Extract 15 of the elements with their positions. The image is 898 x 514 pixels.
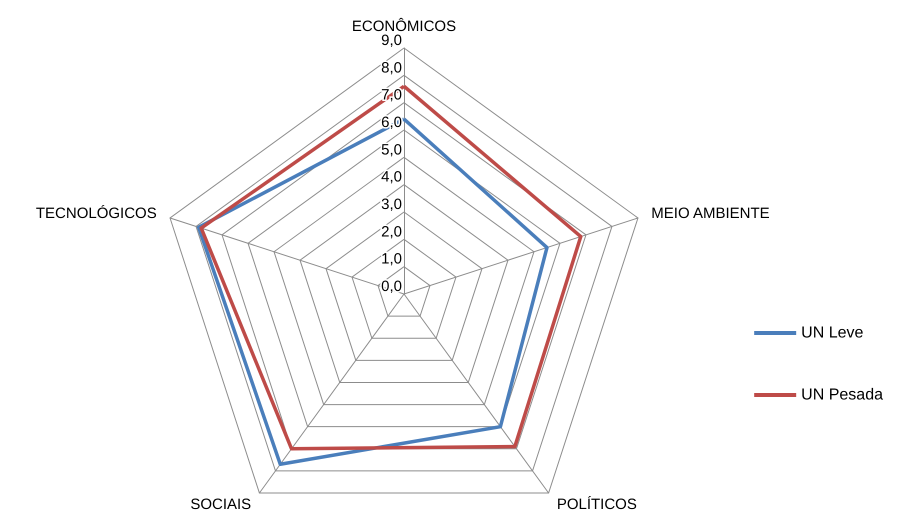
legend-label: UN Leve — [801, 324, 864, 342]
y-tick-label: 0,0 — [381, 278, 402, 295]
spoke-label: POLÍTICOS — [556, 494, 637, 513]
y-tick-label: 4,0 — [381, 168, 402, 186]
y-tick-label: 3,0 — [381, 196, 402, 213]
y-tick-label: 5,0 — [381, 141, 402, 158]
spoke-label: TECNOLÓGICOS — [36, 204, 157, 222]
y-tick-label: 1,0 — [381, 250, 402, 268]
spoke-label: MEIO AMBIENTE — [651, 205, 770, 222]
spoke-label: ECONÔMICOS — [352, 17, 456, 35]
y-tick-label: 8,0 — [381, 59, 402, 76]
y-tick-label: 2,0 — [381, 223, 402, 240]
spoke-label: SOCIAIS — [190, 496, 252, 513]
legend-label: UN Pesada — [801, 386, 884, 404]
y-tick-label: 9,0 — [381, 32, 402, 49]
